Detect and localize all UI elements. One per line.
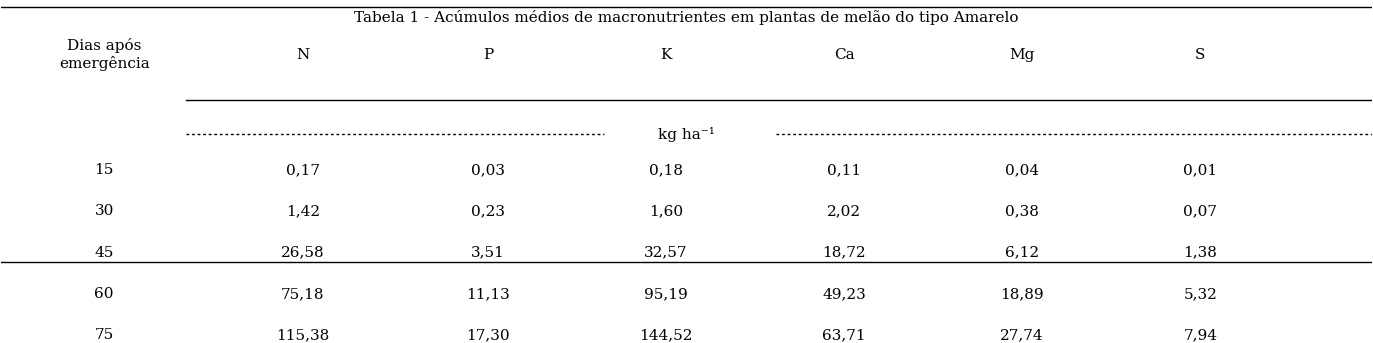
Text: 2,02: 2,02	[827, 204, 861, 218]
Text: 30: 30	[95, 204, 114, 218]
Text: 0,01: 0,01	[1184, 163, 1218, 177]
Text: 1,42: 1,42	[286, 204, 320, 218]
Text: P: P	[483, 48, 493, 61]
Text: 5,32: 5,32	[1184, 287, 1218, 301]
Text: 115,38: 115,38	[276, 328, 330, 342]
Text: Mg: Mg	[1009, 48, 1035, 61]
Text: S: S	[1195, 48, 1205, 61]
Text: 0,11: 0,11	[827, 163, 861, 177]
Text: Tabela 1 - Acúmulos médios de macronutrientes em plantas de melão do tipo Amarel: Tabela 1 - Acúmulos médios de macronutri…	[354, 10, 1019, 25]
Text: 63,71: 63,71	[822, 328, 866, 342]
Text: 11,13: 11,13	[465, 287, 509, 301]
Text: 144,52: 144,52	[640, 328, 693, 342]
Text: 18,72: 18,72	[822, 246, 866, 260]
Text: 18,89: 18,89	[1001, 287, 1043, 301]
Text: 1,38: 1,38	[1184, 246, 1218, 260]
Text: Ca: Ca	[833, 48, 854, 61]
Text: 3,51: 3,51	[471, 246, 505, 260]
Text: 17,30: 17,30	[465, 328, 509, 342]
Text: 0,07: 0,07	[1184, 204, 1218, 218]
Text: 0,38: 0,38	[1005, 204, 1039, 218]
Text: 0,17: 0,17	[286, 163, 320, 177]
Text: N: N	[297, 48, 309, 61]
Text: 0,18: 0,18	[649, 163, 682, 177]
Text: 15: 15	[95, 163, 114, 177]
Text: 0,04: 0,04	[1005, 163, 1039, 177]
Text: 49,23: 49,23	[822, 287, 866, 301]
Text: K: K	[660, 48, 671, 61]
Text: 1,60: 1,60	[649, 204, 682, 218]
Text: 32,57: 32,57	[644, 246, 688, 260]
Text: 7,94: 7,94	[1184, 328, 1218, 342]
Text: 45: 45	[95, 246, 114, 260]
Text: kg ha⁻¹: kg ha⁻¹	[658, 127, 715, 142]
Text: 0,03: 0,03	[471, 163, 505, 177]
Text: Dias após
emergência: Dias após emergência	[59, 38, 150, 71]
Text: 26,58: 26,58	[281, 246, 324, 260]
Text: 27,74: 27,74	[1001, 328, 1043, 342]
Text: 60: 60	[95, 287, 114, 301]
Text: 6,12: 6,12	[1005, 246, 1039, 260]
Text: 0,23: 0,23	[471, 204, 505, 218]
Text: 75: 75	[95, 328, 114, 342]
Text: 75,18: 75,18	[281, 287, 324, 301]
Text: 95,19: 95,19	[644, 287, 688, 301]
